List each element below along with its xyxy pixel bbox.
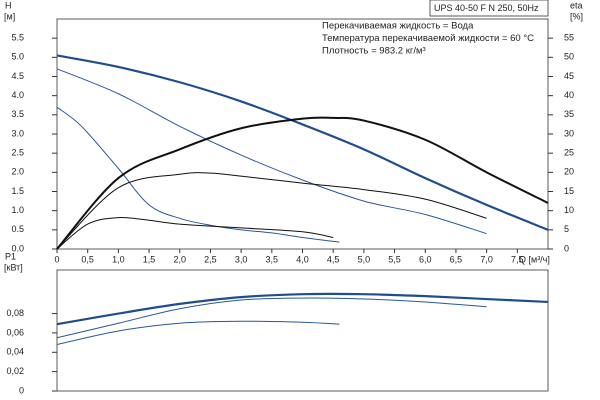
y-tick-label: 1.0 <box>11 205 24 215</box>
curve <box>56 292 549 326</box>
y-tick-label: 0 <box>19 385 24 395</box>
y-tick-label: 0.5 <box>11 224 24 234</box>
y2-tick-label: 30 <box>564 128 574 138</box>
x-tick-label: 5,0 <box>358 254 371 264</box>
y2-tick-label: 50 <box>564 52 574 62</box>
x-tick-label: 7,5 <box>511 254 524 264</box>
x-tick-label: 0 <box>54 254 59 264</box>
y2-tick-label: 45 <box>564 71 574 81</box>
y2-tick-label: 5 <box>564 224 569 234</box>
x-tick-label: 6,0 <box>419 254 432 264</box>
curve <box>56 297 487 339</box>
y2-tick-label: 0 <box>564 243 569 253</box>
x-axis-label: Q [м³/ч] <box>519 254 550 264</box>
y-axis-unit: [кВт] <box>4 262 23 272</box>
x-tick-label: 3,0 <box>235 254 248 264</box>
annotation: Температура перекачиваемой жидкости = 60… <box>322 33 534 44</box>
curve <box>56 116 549 250</box>
y2-axis-label: eta <box>570 0 583 10</box>
x-tick-label: 2,0 <box>173 254 186 264</box>
y-tick-label: 5.0 <box>11 52 24 62</box>
curve <box>56 320 340 346</box>
x-tick-label: 1,0 <box>112 254 125 264</box>
curve <box>56 172 487 250</box>
y2-tick-label: 55 <box>564 33 574 43</box>
x-tick-label: 3,5 <box>266 254 279 264</box>
y-axis-label: H <box>5 0 12 10</box>
y-tick-label: 5.5 <box>11 33 24 43</box>
y-tick-label: 3.0 <box>11 128 24 138</box>
y-tick-label: 0,08 <box>6 308 24 318</box>
y-tick-label: 0,02 <box>6 366 24 376</box>
y-tick-label: 0.0 <box>11 243 24 253</box>
y2-axis-unit: [%] <box>570 11 583 21</box>
y-tick-label: 1.5 <box>11 186 24 196</box>
x-tick-label: 2,5 <box>204 254 217 264</box>
x-tick-label: 4,0 <box>296 254 309 264</box>
curve <box>56 216 334 250</box>
y2-tick-label: 40 <box>564 90 574 100</box>
curve <box>56 68 487 235</box>
y2-tick-label: 20 <box>564 167 574 177</box>
chart-title: UPS 40-50 F N 250, 50Hz <box>434 3 539 13</box>
x-tick-label: 5,5 <box>388 254 401 264</box>
y2-tick-label: 25 <box>564 148 574 158</box>
y-tick-label: 2.0 <box>11 167 24 177</box>
plot-frame <box>56 269 549 392</box>
y-tick-label: 2.5 <box>11 148 24 158</box>
curve <box>56 106 340 243</box>
y-axis-label: P1 <box>5 251 16 261</box>
title-box <box>429 0 549 17</box>
x-tick-label: 4,5 <box>327 254 340 264</box>
y2-tick-label: 35 <box>564 109 574 119</box>
y-tick-label: 4.5 <box>11 71 24 81</box>
annotation: Перекачиваемая жидкость = Вода <box>322 21 474 32</box>
y-axis-unit: [м] <box>4 11 15 21</box>
x-tick-label: 0,5 <box>81 254 94 264</box>
annotation: Плотность = 983.2 кг/м³ <box>322 46 426 57</box>
y-tick-label: 0,04 <box>6 347 24 357</box>
y-tick-label: 0,06 <box>6 327 24 337</box>
x-tick-label: 1,5 <box>143 254 156 264</box>
x-tick-label: 6,5 <box>450 254 463 264</box>
y2-tick-label: 15 <box>564 186 574 196</box>
y-tick-label: 4.0 <box>11 90 24 100</box>
curve <box>56 54 549 231</box>
y2-tick-label: 10 <box>564 205 574 215</box>
y-tick-label: 3.5 <box>11 109 24 119</box>
x-tick-label: 7,0 <box>480 254 493 264</box>
